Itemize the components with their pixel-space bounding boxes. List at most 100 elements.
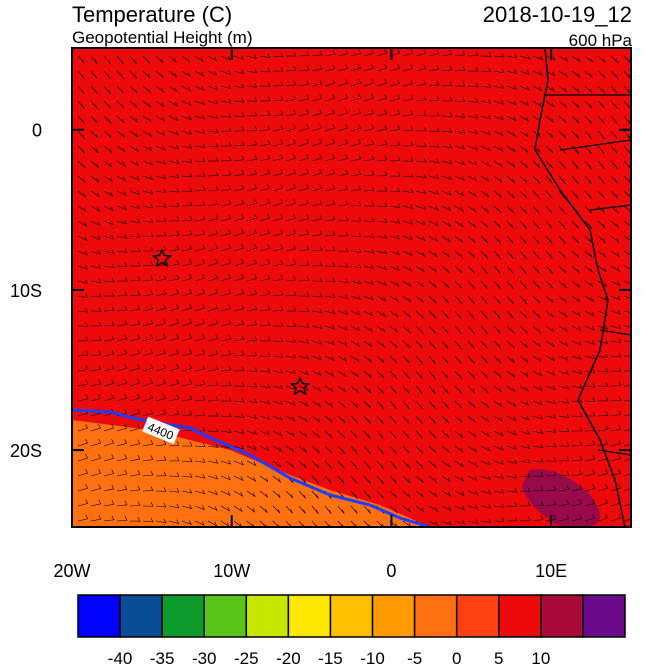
wind-barb <box>506 85 518 90</box>
wind-barb <box>259 305 271 312</box>
wind-barb <box>389 234 401 240</box>
wind-barb <box>311 370 322 377</box>
wind-barb <box>350 340 361 348</box>
wind-barb <box>142 486 154 492</box>
wind-barb <box>233 335 245 342</box>
wind-barb <box>233 83 245 89</box>
wind-barb <box>272 490 281 499</box>
wind-barb <box>233 170 245 177</box>
wind-barb <box>493 340 501 349</box>
wind-barb <box>259 125 271 132</box>
wind-barb <box>337 475 345 484</box>
wind-barb <box>350 64 362 72</box>
wind-barb <box>181 70 191 77</box>
wind-barb <box>558 427 570 433</box>
wind-barb <box>77 499 89 507</box>
wind-barb <box>571 175 579 185</box>
wind-barb <box>571 250 580 259</box>
wind-barb <box>545 85 556 93</box>
wind-barb <box>506 265 514 275</box>
wind-barb <box>155 100 165 108</box>
wind-barb <box>77 293 89 299</box>
wind-barb <box>142 517 154 523</box>
wind-barb <box>493 175 503 183</box>
wind-barb <box>168 364 180 372</box>
wind-barb <box>90 321 102 327</box>
wind-barb <box>181 55 191 63</box>
wind-barb <box>142 70 151 79</box>
wind-barb <box>233 382 245 387</box>
wind-barb <box>376 218 388 223</box>
wind-barb <box>246 274 258 282</box>
wind-barb <box>584 280 594 288</box>
wind-barb <box>532 250 540 259</box>
wind-barb <box>623 355 631 357</box>
wind-barb <box>116 100 125 109</box>
wind-barb <box>90 160 99 168</box>
wind-barb <box>155 440 167 447</box>
wind-barb <box>519 250 527 260</box>
wind-barb <box>142 304 154 312</box>
wind-barb <box>363 248 375 254</box>
colorbar-label: -15 <box>318 649 343 667</box>
wind-barb <box>129 501 141 507</box>
wind-barb <box>584 115 592 124</box>
wind-barb <box>428 490 438 498</box>
wind-barb <box>376 234 388 239</box>
wind-barb <box>181 410 193 417</box>
wind-barb <box>233 228 244 237</box>
wind-barb <box>155 217 167 222</box>
wind-barb <box>597 265 607 273</box>
wind-barb <box>363 415 371 424</box>
wind-barb <box>454 190 465 197</box>
wind-barb <box>259 415 271 420</box>
wind-barb <box>103 469 115 477</box>
wind-barb <box>194 395 206 402</box>
wind-barb <box>519 430 531 435</box>
wind-barb <box>558 325 569 333</box>
wind-barb <box>103 205 114 212</box>
wind-barb <box>129 85 138 94</box>
wind-barb <box>246 430 258 435</box>
wind-barb <box>597 220 606 229</box>
wind-barb <box>272 353 284 358</box>
wind-barb <box>129 247 141 253</box>
wind-barb <box>233 112 245 117</box>
wind-barb <box>454 355 462 364</box>
wind-barb <box>207 288 218 297</box>
wind-barb <box>428 205 439 211</box>
wind-barb <box>584 190 592 199</box>
wind-barb <box>246 184 258 192</box>
wind-barb <box>623 399 631 402</box>
wind-barb <box>467 82 479 88</box>
wind-barb <box>324 370 335 377</box>
wind-barb <box>285 275 297 282</box>
wind-barb <box>467 51 479 57</box>
wind-barb <box>220 127 232 132</box>
wind-barb <box>597 484 609 492</box>
wind-barb <box>441 128 453 133</box>
wind-barb <box>363 109 375 117</box>
wind-barb <box>454 445 464 453</box>
wind-barb <box>428 143 440 148</box>
wind-barb <box>493 250 501 259</box>
wind-barb <box>285 460 294 468</box>
wind-barb <box>116 379 128 387</box>
wind-barb <box>298 199 310 207</box>
wind-barb <box>545 355 556 362</box>
wind-barb <box>519 100 530 107</box>
wind-barb <box>363 430 371 439</box>
wind-barb <box>402 141 414 147</box>
wind-barb <box>272 337 284 342</box>
wind-barb <box>480 460 491 466</box>
wind-barb <box>168 410 180 417</box>
colorbar-box <box>77 594 121 638</box>
wind-barb <box>571 310 582 318</box>
wind-barb <box>597 469 609 477</box>
wind-barb <box>207 505 218 511</box>
wind-barb <box>480 265 488 274</box>
wind-barb <box>506 100 517 106</box>
wind-barb <box>168 456 180 462</box>
wind-barb <box>584 85 593 94</box>
